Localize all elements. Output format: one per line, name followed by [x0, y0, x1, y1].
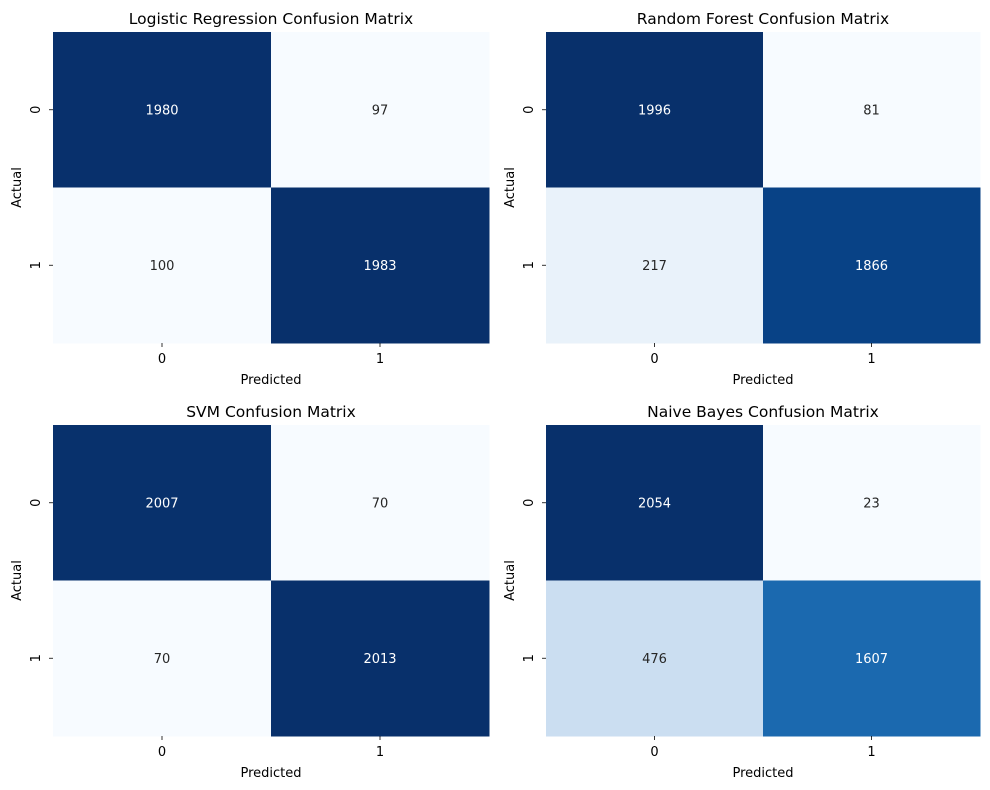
heatmap-cell-r1-c0	[546, 187, 764, 344]
heatmap-cell-r1-c0	[546, 580, 764, 737]
cell-value-r1-c1: 2013	[363, 652, 396, 667]
heatmap-cell-r0-c1	[271, 32, 490, 188]
chart-title: Random Forest Confusion Matrix	[637, 10, 889, 28]
chart-title: SVM Confusion Matrix	[186, 403, 356, 421]
heatmap-panel-4: 2054 23 476 1607 Naive Bayes Confusion Matri…	[503, 403, 981, 781]
cell-value-r0-c1: 70	[372, 496, 389, 511]
cell-value-r0-c0: 2007	[145, 496, 178, 511]
y-tick-label: 0	[29, 106, 44, 114]
cell-value-r0-c0: 1980	[145, 103, 178, 118]
heatmap-cell-r1-c1	[271, 187, 490, 344]
heatmap-cell-r1-c1	[763, 580, 981, 737]
y-tick-label: 1	[29, 654, 44, 662]
y-tick-label: 1	[29, 261, 44, 269]
cell-value-r1-c0: 100	[150, 259, 175, 274]
heatmap-cell-r0-c0	[53, 425, 272, 581]
heatmap-cell-r0-c0	[546, 32, 764, 188]
y-tick-label: 0	[522, 499, 537, 507]
y-tick-label: 0	[29, 499, 44, 507]
heatmap-cell-r1-c1	[763, 187, 981, 344]
cell-value-r1-c0: 70	[154, 652, 171, 667]
heatmap-panel-3: 2007 70 70 2013 SVM Confusion Matrix 0 1 0 1 Pred…	[10, 403, 490, 781]
heatmap-cell-r1-c0	[53, 580, 272, 737]
x-tick-label: 0	[650, 745, 658, 760]
x-tick-label: 1	[376, 745, 384, 760]
x-tick-label: 1	[376, 352, 384, 367]
x-tick-label: 1	[867, 352, 875, 367]
heatmap-cell-r0-c0	[53, 32, 272, 188]
cell-value-r0-c1: 23	[863, 496, 880, 511]
y-tick-label: 1	[522, 261, 537, 269]
heatmap-cell-r1-c0	[53, 187, 272, 344]
cell-value-r1-c1: 1866	[855, 259, 888, 274]
y-tick-label: 0	[522, 106, 537, 114]
x-tick-label: 0	[650, 352, 658, 367]
y-axis-label: Actual	[503, 167, 518, 208]
x-tick-label: 0	[158, 352, 166, 367]
y-axis-label: Actual	[10, 560, 25, 601]
x-axis-label: Predicted	[732, 766, 793, 781]
cell-value-r0-c0: 1996	[638, 103, 671, 118]
heatmap-cell-r0-c1	[271, 425, 490, 581]
heatmap-cell-r0-c0	[546, 425, 764, 581]
y-axis-label: Actual	[503, 560, 518, 601]
cell-value-r1-c0: 217	[642, 259, 667, 274]
cell-value-r1-c0: 476	[642, 652, 667, 667]
heatmap-cell-r0-c1	[763, 425, 981, 581]
heatmap-cell-r0-c1	[763, 32, 981, 188]
x-axis-label: Predicted	[732, 373, 793, 388]
chart-title: Logistic Regression Confusion Matrix	[129, 10, 413, 28]
x-tick-label: 1	[867, 745, 875, 760]
y-axis-label: Actual	[10, 167, 25, 208]
heatmap-panel-2: 1996 81 217 1866 Random Forest Confusion Mat…	[503, 10, 981, 388]
cell-value-r0-c0: 2054	[638, 496, 671, 511]
x-axis-label: Predicted	[240, 373, 301, 388]
chart-title: Naive Bayes Confusion Matrix	[647, 403, 879, 421]
y-tick-label: 1	[522, 654, 537, 662]
heatmap-cell-r1-c1	[271, 580, 490, 737]
cell-value-r1-c1: 1983	[363, 259, 396, 274]
x-axis-label: Predicted	[240, 766, 301, 781]
cell-value-r1-c1: 1607	[855, 652, 888, 667]
cell-value-r0-c1: 81	[863, 103, 880, 118]
cell-value-r0-c1: 97	[372, 103, 389, 118]
x-tick-label: 0	[158, 745, 166, 760]
